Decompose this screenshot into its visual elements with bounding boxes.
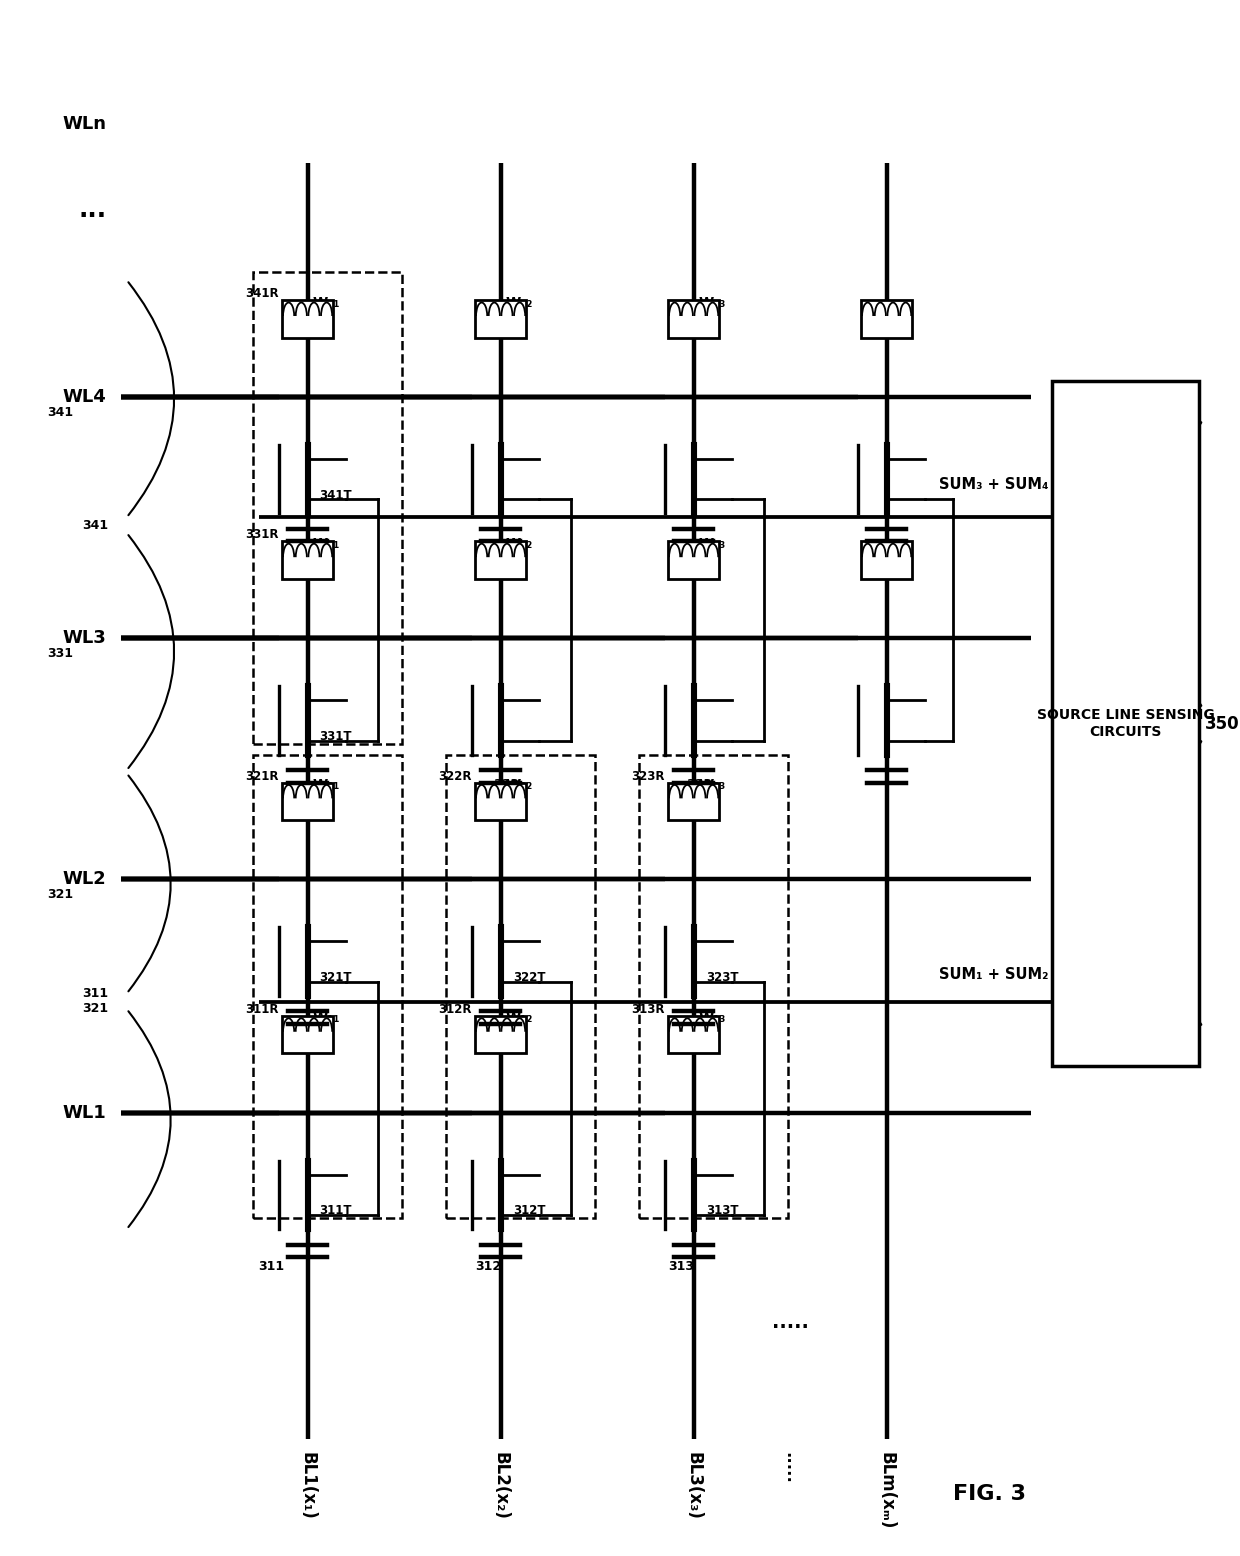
- Bar: [446, 755, 595, 1218]
- Text: 313R: 313R: [631, 1004, 665, 1016]
- Text: 311: 311: [258, 1260, 284, 1273]
- Bar: [640, 755, 787, 1218]
- Text: 322: 322: [494, 1027, 520, 1039]
- Text: 341: 341: [82, 518, 109, 532]
- Text: ...: ...: [78, 198, 107, 223]
- Bar: [668, 1016, 719, 1053]
- Bar: [253, 272, 402, 744]
- Text: W₂₁: W₂₁: [312, 778, 340, 792]
- Text: 311
321: 311 321: [82, 988, 109, 1015]
- Bar: [283, 1016, 334, 1053]
- Text: W₁₃: W₁₃: [698, 1011, 725, 1025]
- Text: W₄₁: W₄₁: [312, 296, 340, 310]
- Text: WL2: WL2: [62, 870, 107, 888]
- Text: 323: 323: [687, 1027, 713, 1039]
- Text: .....: .....: [771, 1313, 808, 1332]
- Bar: [668, 541, 719, 579]
- Text: 341: 341: [47, 406, 73, 419]
- Text: SL2: SL2: [1053, 470, 1087, 489]
- Text: 350: 350: [1205, 714, 1240, 733]
- Bar: [1052, 381, 1199, 1066]
- Text: SL1: SL1: [1053, 960, 1087, 979]
- Text: .....: .....: [781, 1452, 799, 1483]
- Text: 321T: 321T: [320, 971, 352, 983]
- Text: SUM₃ + SUM₄: SUM₃ + SUM₄: [939, 476, 1048, 492]
- Text: 311R: 311R: [246, 1004, 279, 1016]
- Text: W₂₃: W₂₃: [698, 778, 725, 792]
- Bar: [862, 541, 911, 579]
- Bar: [253, 755, 402, 1218]
- Bar: [475, 1016, 526, 1053]
- Bar: [668, 783, 719, 820]
- Text: BL1(x₁): BL1(x₁): [299, 1452, 316, 1520]
- Text: 322R: 322R: [438, 770, 471, 783]
- Text: 323: 323: [687, 778, 713, 790]
- Bar: [475, 300, 526, 338]
- Text: 321: 321: [47, 888, 73, 901]
- Bar: [862, 300, 911, 338]
- Text: WL4: WL4: [62, 387, 107, 406]
- Text: W₃₃: W₃₃: [698, 537, 725, 551]
- Text: 312R: 312R: [438, 1004, 471, 1016]
- Bar: [668, 300, 719, 338]
- Bar: [283, 783, 334, 820]
- Text: 331T: 331T: [320, 730, 352, 742]
- Text: 313T: 313T: [706, 1204, 738, 1217]
- Bar: [283, 541, 334, 579]
- Bar: [475, 541, 526, 579]
- Text: BL2(x₂): BL2(x₂): [491, 1452, 510, 1520]
- Bar: [475, 783, 526, 820]
- Text: 312: 312: [475, 1260, 502, 1273]
- Text: 331R: 331R: [246, 529, 279, 541]
- Text: SOURCE LINE SENSING
CIRCUITS: SOURCE LINE SENSING CIRCUITS: [1037, 708, 1214, 739]
- Text: BLm(xₘ): BLm(xₘ): [878, 1452, 895, 1530]
- Text: FIG. 3: FIG. 3: [952, 1484, 1025, 1503]
- Text: BL3(x₃): BL3(x₃): [684, 1452, 703, 1520]
- Text: 322T: 322T: [512, 971, 546, 983]
- Text: W₂₂: W₂₂: [506, 778, 533, 792]
- Text: W₁₁: W₁₁: [312, 1011, 340, 1025]
- Text: W₁₂: W₁₂: [506, 1011, 533, 1025]
- Text: W₃₁: W₃₁: [312, 537, 340, 551]
- Text: 322: 322: [494, 778, 520, 790]
- Text: W₄₂: W₄₂: [506, 296, 533, 310]
- Text: 323R: 323R: [631, 770, 665, 783]
- Bar: [283, 300, 334, 338]
- Text: SUM₁ + SUM₂: SUM₁ + SUM₂: [939, 966, 1048, 982]
- Text: 323T: 323T: [706, 971, 738, 983]
- Text: WLn: WLn: [62, 115, 107, 134]
- Text: 311T: 311T: [320, 1204, 352, 1217]
- Text: WL3: WL3: [62, 629, 107, 647]
- Text: 312T: 312T: [512, 1204, 546, 1217]
- Text: 341T: 341T: [320, 489, 352, 501]
- Text: 341R: 341R: [246, 288, 279, 300]
- Text: W₃₂: W₃₂: [506, 537, 533, 551]
- Text: 321R: 321R: [246, 770, 279, 783]
- Text: W₄₃: W₄₃: [698, 296, 725, 310]
- Text: 313: 313: [668, 1260, 694, 1273]
- Text: 331: 331: [47, 647, 73, 660]
- Text: WL1: WL1: [62, 1103, 107, 1122]
